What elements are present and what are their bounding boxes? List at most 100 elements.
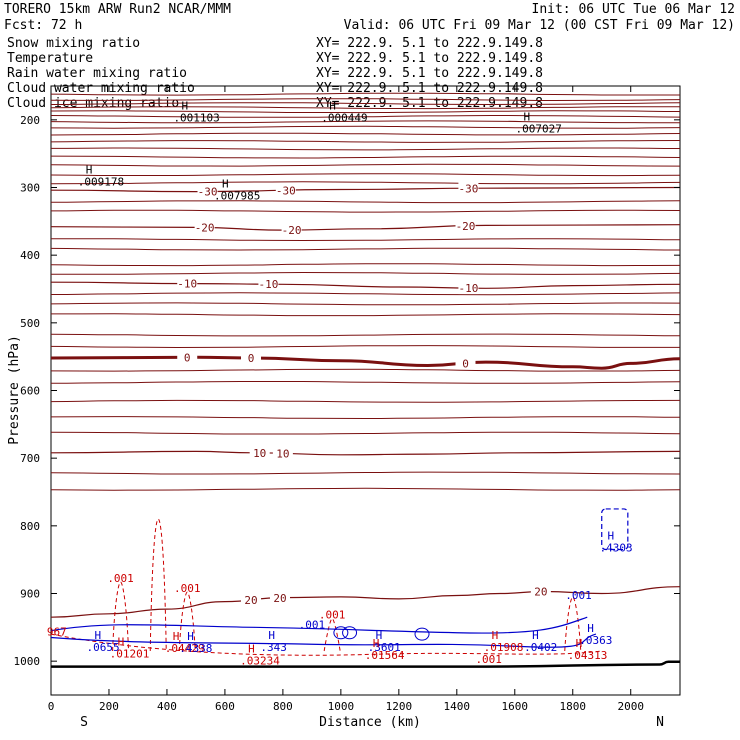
x-tick-label: 200	[99, 700, 119, 713]
maximum-value: .0655	[86, 641, 119, 654]
maximum-marker: H	[492, 629, 499, 642]
maximum-marker: H	[373, 637, 380, 650]
isotherm-label-bg	[194, 221, 215, 234]
isoline	[50, 381, 681, 384]
isoline	[51, 271, 681, 275]
isoline	[50, 92, 680, 96]
isotherm-label: 0	[248, 352, 255, 365]
isotherm-label-bg	[455, 357, 476, 370]
isotherm-label-bg	[281, 223, 302, 236]
isotherm-label: 10	[253, 447, 266, 460]
cloud-water-contour	[50, 633, 597, 648]
rain-contour	[112, 581, 130, 652]
isoline	[50, 155, 681, 159]
x-end-label-south: S	[80, 715, 88, 730]
isotherm-label-bg	[455, 219, 476, 232]
field-xy-range: XY= 222.9. 5.1 to 222.9.149.8	[316, 66, 543, 81]
plot-frame	[50, 85, 681, 696]
field-xy-range: XY= 222.9. 5.1 to 222.9.149.8	[316, 36, 543, 51]
valid-time: Valid: 06 UTC Fri 09 Mar 12 (00 CST Fri …	[344, 18, 735, 33]
temperature-isotherms: -30 -30 -30 -20 -20 -20 -10 -10 -10 0 0 0 10 10 20 20 20	[50, 182, 681, 618]
isotherm-label-bg	[241, 593, 262, 606]
x-tick-label: 2000	[617, 700, 644, 713]
isoline	[50, 302, 681, 306]
isotherm	[50, 281, 681, 289]
isoline	[50, 163, 681, 167]
isotherm-label-bg	[258, 278, 279, 291]
isotherm	[50, 586, 681, 618]
cloud-water-cell	[342, 626, 358, 640]
cloud-water-contour-label: .001	[299, 619, 326, 632]
isotherm-label: 0	[184, 351, 191, 364]
maximum-value: .4338	[179, 642, 212, 655]
isotherm-label: -20	[456, 220, 476, 233]
maximum-value: .01564	[365, 649, 405, 662]
x-tick-label: 600	[215, 700, 235, 713]
isotherm-label-bg	[458, 282, 479, 295]
maximum-marker: H	[222, 178, 229, 191]
cloud-water-contour	[601, 508, 629, 551]
isotherm	[50, 355, 681, 370]
maximum-value: .001103	[173, 112, 219, 125]
isotherm-label: -20	[282, 224, 302, 237]
isoline	[50, 238, 681, 242]
maximum-value: .01908	[484, 641, 524, 654]
y-tick-label: 600	[20, 385, 40, 398]
isotherm-label-bg	[272, 447, 293, 460]
field-name: Temperature	[7, 51, 93, 66]
maximum-marker: H	[173, 630, 180, 643]
maximum-marker: H	[576, 637, 583, 650]
maximum-marker: H	[532, 629, 539, 642]
x-tick-label: 1200	[386, 700, 413, 713]
maximum-value: .000449	[321, 112, 367, 125]
x-tick-label: 400	[157, 700, 177, 713]
isotherm	[50, 224, 681, 231]
isotherm-label-bg	[530, 585, 551, 598]
maximum-marker: H	[608, 529, 615, 542]
isotherm-label: -30	[276, 184, 296, 197]
isoline	[50, 431, 681, 435]
x-tick-label: 1400	[444, 700, 471, 713]
isotherm-label: -10	[177, 278, 197, 291]
isoline	[50, 292, 681, 296]
y-tick-label: 300	[20, 182, 40, 195]
isoline	[50, 333, 681, 337]
forecast-hour: Fcst: 72 h	[4, 18, 82, 33]
field-xy-range: XY= 222.9. 5.1 to 222.9.149.8	[316, 81, 543, 96]
x-tick-label: 800	[273, 700, 293, 713]
isotherm	[50, 450, 681, 456]
y-tick-label: 400	[20, 249, 40, 262]
isoline	[50, 147, 681, 151]
rain-contour-label: 967	[47, 625, 67, 638]
surface-pressure-line	[50, 660, 680, 668]
maximum-value: .3601	[368, 641, 401, 654]
maximum-value: .01201	[110, 648, 150, 661]
cloud-water-contour	[50, 616, 588, 634]
isotherm-label-bg	[177, 277, 198, 290]
isotherm-label: -30	[198, 185, 218, 198]
maximum-marker: H	[329, 100, 336, 113]
rain-contour-label: .001	[107, 572, 134, 585]
isoline	[50, 247, 681, 251]
y-tick-label: 700	[20, 452, 40, 465]
maximum-value: .03234	[240, 654, 280, 667]
maximum-value: .007985	[214, 190, 260, 203]
y-tick-label: 200	[20, 114, 40, 127]
rain-contour	[323, 618, 341, 652]
maximum-marker: H	[376, 629, 383, 642]
isotherm	[50, 186, 681, 193]
maximum-marker: H	[86, 163, 93, 176]
isotherm-label-bg	[177, 351, 198, 364]
model-title: TORERO 15km ARW Run2 NCAR/MMM	[4, 2, 231, 17]
isotherm-label: -10	[258, 278, 278, 291]
maximum-marker: H	[587, 622, 594, 635]
isotherm-label: 20	[273, 592, 286, 605]
field-name: Snow mixing ratio	[7, 36, 140, 51]
isotherm-label: -10	[458, 282, 478, 295]
isoline	[50, 313, 681, 317]
isoline	[50, 110, 681, 114]
y-tick-label: 800	[20, 520, 40, 533]
isoline	[50, 200, 681, 204]
